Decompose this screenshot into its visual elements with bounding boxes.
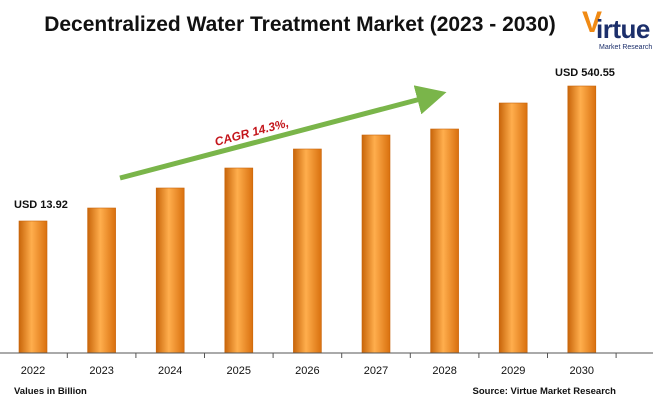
x-tick-label-2029: 2029 [501, 365, 525, 377]
bar-2022 [18, 220, 48, 354]
chart-title: Decentralized Water Treatment Market (20… [44, 13, 556, 36]
bar-2028 [430, 128, 459, 354]
cagr-arrow [119, 85, 447, 181]
x-tick-label-2027: 2027 [364, 365, 388, 377]
logo-word: irtue [596, 14, 650, 44]
values-unit-note: Values in Billion [14, 386, 87, 397]
x-tick-label-2024: 2024 [158, 365, 182, 377]
x-tick-labels: 2022 2023 2024 2025 2026 2027 2028 2029 2030 [21, 353, 617, 377]
data-label-first: USD 13.92 [14, 199, 68, 211]
bar-2030 [567, 85, 597, 354]
virtue-logo: V irtue Market Research [576, 6, 653, 56]
x-tick-label-2022: 2022 [21, 365, 45, 377]
data-label-last: USD 540.55 [555, 67, 615, 79]
x-tick-label-2026: 2026 [295, 365, 319, 377]
x-tick-label-2028: 2028 [432, 365, 456, 377]
bar-2029 [498, 102, 528, 354]
bar-2024 [155, 187, 185, 354]
bar-2025 [224, 167, 254, 354]
bars-group [18, 85, 597, 354]
x-tick-label-2023: 2023 [89, 365, 113, 377]
x-tick-label-2025: 2025 [227, 365, 251, 377]
x-tick-label-2030: 2030 [570, 365, 594, 377]
bar-2026 [293, 148, 322, 354]
logo-subtitle: Market Research [599, 44, 653, 51]
logo-letter-v: V [582, 6, 603, 39]
bar-2023 [87, 207, 116, 354]
source-note: Source: Virtue Market Research [472, 386, 616, 397]
bar-2027 [361, 134, 391, 354]
